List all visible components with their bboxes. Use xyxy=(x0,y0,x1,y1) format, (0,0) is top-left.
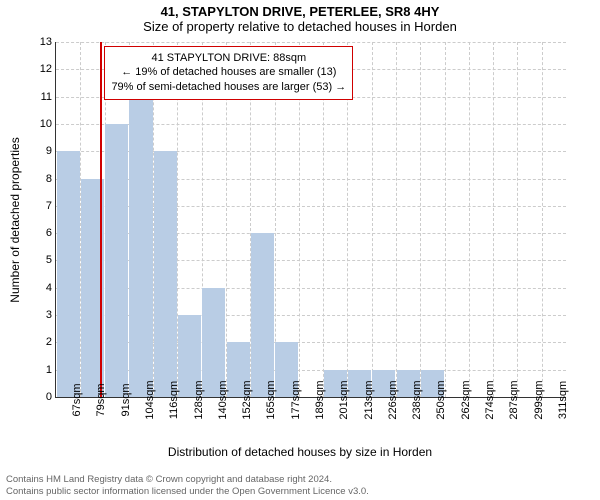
x-tick-label: 274sqm xyxy=(484,380,496,419)
x-tick-label: 238sqm xyxy=(411,380,423,419)
x-tick-label: 299sqm xyxy=(533,380,545,419)
y-tick-label: 8 xyxy=(32,173,52,185)
x-tick-label: 262sqm xyxy=(460,380,472,419)
gridline-v xyxy=(372,42,373,397)
y-tick-label: 4 xyxy=(32,282,52,294)
chart-title: 41, STAPYLTON DRIVE, PETERLEE, SR8 4HY xyxy=(0,0,600,19)
histogram-bar xyxy=(129,97,152,397)
annotation-line-1: 41 STAPYLTON DRIVE: 88sqm xyxy=(111,51,346,66)
y-tick-label: 7 xyxy=(32,200,52,212)
gridline-v xyxy=(396,42,397,397)
x-tick-label: 104sqm xyxy=(144,380,156,419)
x-tick-label: 287sqm xyxy=(508,380,520,419)
gridline-v xyxy=(493,42,494,397)
x-tick-label: 213sqm xyxy=(363,380,375,419)
x-tick-label: 79sqm xyxy=(95,383,107,416)
gridline-v xyxy=(420,42,421,397)
y-tick-label: 2 xyxy=(32,336,52,348)
gridline-v xyxy=(445,42,446,397)
marker-line xyxy=(100,42,102,397)
histogram-bar xyxy=(57,151,80,397)
x-tick-label: 128sqm xyxy=(193,380,205,419)
x-tick-label: 67sqm xyxy=(71,383,83,416)
x-tick-label: 152sqm xyxy=(241,380,253,419)
y-tick-label: 12 xyxy=(32,63,52,75)
x-tick-label: 116sqm xyxy=(168,381,180,419)
y-axis-label: Number of detached properties xyxy=(8,137,22,302)
y-tick-label: 10 xyxy=(32,118,52,130)
footer-attribution: Contains HM Land Registry data © Crown c… xyxy=(6,474,594,498)
y-tick-label: 6 xyxy=(32,227,52,239)
x-tick-label: 201sqm xyxy=(338,380,350,419)
y-tick-label: 1 xyxy=(32,364,52,376)
chart-container: 41, STAPYLTON DRIVE, PETERLEE, SR8 4HY S… xyxy=(0,0,600,500)
y-tick-label: 13 xyxy=(32,36,52,48)
footer-line-2: Contains public sector information licen… xyxy=(6,486,594,498)
x-tick-label: 311sqm xyxy=(557,381,569,419)
x-axis-label: Distribution of detached houses by size … xyxy=(0,445,600,459)
x-tick-label: 250sqm xyxy=(435,380,447,419)
annotation-box: 41 STAPYLTON DRIVE: 88sqm← 19% of detach… xyxy=(104,46,353,101)
gridline-v xyxy=(469,42,470,397)
plot-area: 41 STAPYLTON DRIVE: 88sqm← 19% of detach… xyxy=(55,42,566,398)
y-tick-label: 5 xyxy=(32,254,52,266)
footer-line-1: Contains HM Land Registry data © Crown c… xyxy=(6,474,594,486)
annotation-line-2: ← 19% of detached houses are smaller (13… xyxy=(111,65,346,80)
x-tick-label: 177sqm xyxy=(290,380,302,419)
x-tick-label: 165sqm xyxy=(265,380,277,419)
gridline-v xyxy=(542,42,543,397)
y-tick-label: 3 xyxy=(32,309,52,321)
x-tick-label: 189sqm xyxy=(314,380,326,419)
histogram-bar xyxy=(154,151,177,397)
histogram-bar xyxy=(105,124,128,397)
x-tick-label: 91sqm xyxy=(120,383,132,416)
y-tick-label: 11 xyxy=(32,91,52,103)
histogram-bar xyxy=(251,233,274,397)
annotation-line-3: 79% of semi-detached houses are larger (… xyxy=(111,80,346,95)
gridline-v xyxy=(517,42,518,397)
y-tick-label: 0 xyxy=(32,391,52,403)
x-tick-label: 140sqm xyxy=(217,380,229,419)
gridline-h xyxy=(56,42,566,43)
x-tick-label: 226sqm xyxy=(387,380,399,419)
chart-subtitle: Size of property relative to detached ho… xyxy=(0,19,600,36)
y-tick-label: 9 xyxy=(32,145,52,157)
